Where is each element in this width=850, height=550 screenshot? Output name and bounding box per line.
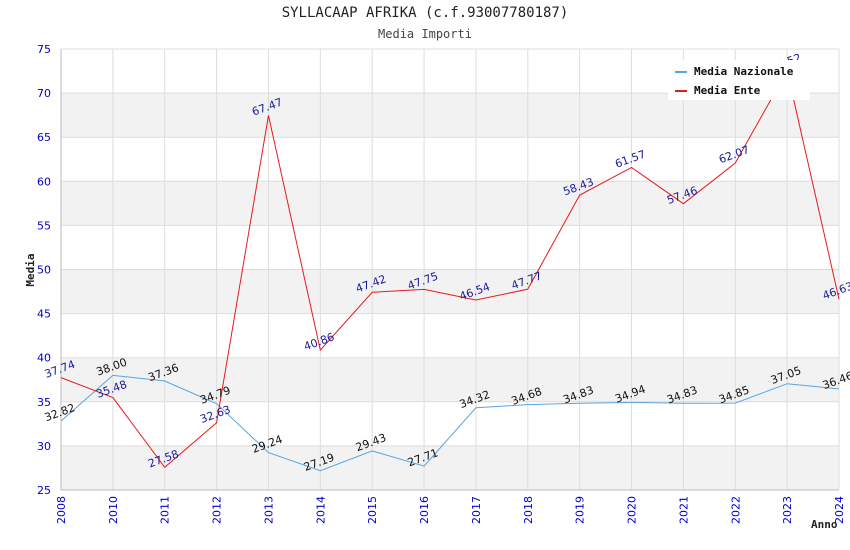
- grid-band: [61, 93, 839, 138]
- y-tick-label: 50: [37, 264, 51, 277]
- series-line-0: [60, 374, 840, 472]
- legend-label-ente: Media Ente: [694, 84, 761, 97]
- x-tick-label: 2012: [211, 496, 224, 524]
- y-tick-label: 60: [37, 175, 51, 188]
- x-tick-label: 2017: [470, 496, 483, 524]
- legend-background: [668, 60, 810, 100]
- x-tick-label: 2019: [574, 496, 587, 524]
- x-tick-label: 2011: [159, 496, 172, 524]
- grid-band: [61, 313, 839, 358]
- x-axis-title: Anno: [811, 518, 838, 531]
- chart-subtitle: Media Importi: [378, 27, 472, 41]
- y-tick-label: 65: [37, 131, 51, 144]
- x-tick-label: 2024: [833, 496, 846, 524]
- x-tick-label: 2016: [418, 496, 431, 524]
- y-axis-title: Media: [24, 253, 37, 286]
- grid-bands: [61, 49, 839, 490]
- x-tick-label: 2010: [107, 496, 120, 524]
- grid-band: [61, 445, 839, 490]
- x-tick-label: 2013: [262, 496, 275, 524]
- chart-title: SYLLACAAP AFRIKA (c.f.93007780187): [281, 5, 569, 21]
- x-tick-label: 2014: [314, 496, 327, 524]
- y-tick-label: 40: [37, 352, 51, 365]
- grid-band: [61, 357, 839, 402]
- y-axis-ticks: 25 30 35 40 45 50 55 60 65 70 75: [37, 43, 51, 497]
- y-tick-label: 55: [37, 219, 51, 232]
- grid-lines: [60, 48, 840, 491]
- series-line-1: [60, 69, 840, 468]
- x-tick-label: 2018: [522, 496, 535, 524]
- y-tick-label: 25: [37, 484, 51, 497]
- x-tick-label: 2022: [729, 496, 742, 524]
- x-tick-label: 2020: [626, 496, 639, 524]
- grid-band: [61, 181, 839, 226]
- grid-band: [61, 225, 839, 270]
- grid-band: [61, 269, 839, 314]
- y-tick-label: 35: [37, 396, 51, 409]
- x-axis-ticks: 2008 2010 2011 2012 2013 2014 2015 2016 2017 2018…: [55, 496, 846, 524]
- x-tick-label: 2015: [366, 496, 379, 524]
- x-tick-label: 2021: [677, 496, 690, 524]
- x-tick-label: 2023: [781, 496, 794, 524]
- legend-label-nazionale: Media Nazionale: [694, 65, 794, 78]
- y-tick-label: 70: [37, 87, 51, 100]
- y-tick-label: 30: [37, 440, 51, 453]
- x-tick-label: 2008: [55, 496, 68, 524]
- grid-band: [61, 137, 839, 182]
- legend: Media Nazionale Media Ente: [668, 60, 810, 100]
- y-tick-label: 75: [37, 43, 51, 56]
- series-lines: [60, 69, 840, 472]
- grid-band: [61, 401, 839, 446]
- y-tick-label: 45: [37, 308, 51, 321]
